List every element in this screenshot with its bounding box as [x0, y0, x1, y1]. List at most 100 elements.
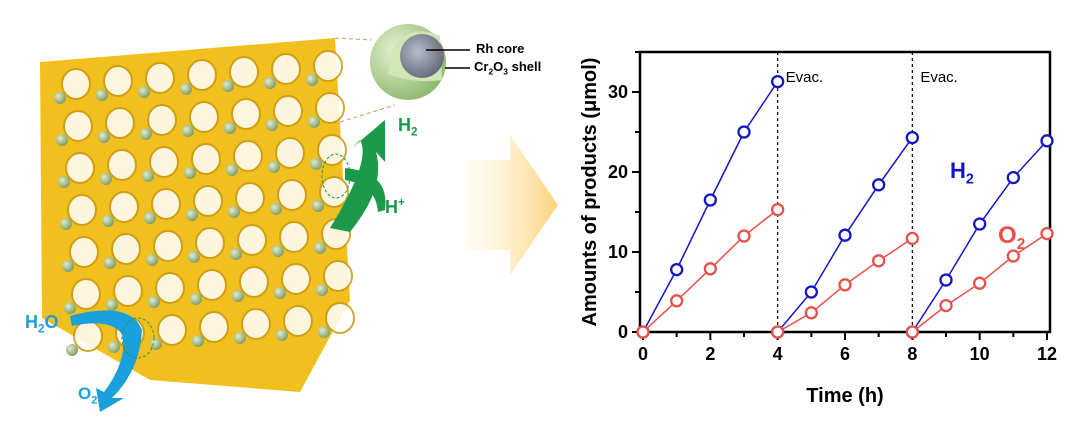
rh-cr2o3-nanoparticle: [224, 122, 236, 134]
data-point-O2: [771, 325, 785, 339]
rh-cr2o3-nanoparticle: [56, 134, 68, 146]
rh-cr2o3-nanoparticle: [140, 128, 152, 140]
rh-cr2o3-nanoparticle: [318, 326, 330, 338]
rh-cr2o3-nanoparticle: [234, 332, 246, 344]
data-point-H2: [838, 228, 852, 242]
lattice-pore: [317, 134, 347, 166]
x-tick-label: 4: [773, 344, 783, 364]
data-point-H2: [703, 193, 717, 207]
lattice-pore: [241, 308, 271, 340]
x-tick-label: 2: [705, 344, 715, 364]
x-tick-label: 10: [970, 344, 990, 364]
series-line-H2: [642, 81, 779, 333]
y-tick-label: 0: [618, 322, 628, 342]
rh-cr2o3-nanoparticle: [138, 86, 150, 98]
zoom-guide-line: [339, 104, 396, 123]
rh-cr2o3-nanoparticle: [264, 77, 276, 89]
y-tick-label: 10: [608, 242, 628, 262]
lattice-pore: [71, 278, 101, 310]
rh-cr2o3-nanoparticle: [180, 83, 192, 95]
y-tick-label: 30: [608, 82, 628, 102]
rh-cr2o3-nanoparticle: [188, 251, 200, 263]
water-oxidation-arrow: [70, 310, 142, 412]
data-point-O2: [838, 278, 852, 292]
lattice-pore: [63, 110, 93, 142]
rh-cr2o3-nanoparticle: [228, 206, 240, 218]
data-point-O2: [872, 254, 886, 268]
rh-cr2o3-nanoparticle: [272, 245, 284, 257]
rh-cr2o3-nanoparticle: [144, 212, 156, 224]
data-point-H2: [1006, 170, 1020, 185]
lattice-pore: [65, 152, 95, 184]
lattice-pore: [145, 62, 175, 94]
h2-product-label: H2: [398, 115, 418, 139]
data-point-O2: [905, 231, 919, 246]
lattice-pore: [105, 107, 135, 139]
lattice-pore: [109, 191, 139, 223]
lattice-pore: [275, 137, 305, 169]
lattice-pore: [315, 92, 345, 124]
rh-cr2o3-nanoparticle: [314, 242, 326, 254]
lattice-pore: [231, 98, 261, 130]
rh-cr2o3-nanoparticle: [192, 335, 204, 347]
lattice-pore: [151, 188, 181, 220]
rh-cr2o3-nanoparticle: [184, 167, 196, 179]
rh-cr2o3-nanoparticle: [108, 341, 120, 353]
lattice-pore: [233, 140, 263, 172]
series-line-H2: [911, 140, 1048, 333]
evacuation-label: Evac.: [786, 69, 824, 86]
data-point-O2: [737, 229, 751, 243]
rh-cr2o3-nanoparticle: [316, 284, 328, 296]
lattice-pore: [193, 185, 223, 217]
rh-cr2o3-nanoparticle: [106, 299, 118, 311]
rh-cr2o3-nanoparticle: [226, 164, 238, 176]
zoom-guide-line: [334, 37, 373, 41]
rh-cr2o3-nanoparticle: [310, 158, 322, 170]
lattice-pore: [157, 314, 187, 346]
lattice-pore: [283, 305, 313, 337]
lattice-pore: [67, 194, 97, 226]
data-point-H2: [939, 273, 953, 287]
rh-cr2o3-nanoparticle: [142, 170, 154, 182]
y-tick-label: 20: [608, 162, 628, 182]
data-point-O2: [670, 294, 684, 308]
data-point-H2: [872, 178, 886, 192]
lattice-pore: [325, 302, 355, 334]
rh-cr2o3-nanoparticle: [190, 293, 202, 305]
lattice-pore: [281, 263, 311, 295]
rh-cr2o3-nanoparticle: [64, 302, 76, 314]
data-point-O2: [636, 325, 650, 339]
x-tick-label: 12: [1037, 344, 1057, 364]
data-point-H2: [737, 125, 751, 139]
legend-h2: H2: [950, 158, 974, 188]
x-tick-label: 0: [638, 344, 648, 364]
x-axis-label: Time (h): [806, 385, 883, 407]
rh-cr2o3-nanoparticle: [62, 260, 74, 272]
lattice-pore: [323, 260, 353, 292]
transition-arrow: [465, 135, 558, 275]
data-point-H2: [973, 217, 987, 231]
lattice-pore: [313, 50, 343, 82]
lattice-pore: [107, 149, 137, 181]
rh-cr2o3-nanoparticle: [146, 254, 158, 266]
x-tick-label: 6: [840, 344, 850, 364]
data-point-O2: [1040, 226, 1054, 241]
data-point-H2: [771, 74, 785, 89]
rh-core: [400, 34, 444, 78]
lattice-pore: [197, 269, 227, 301]
rh-cr2o3-nanoparticle: [182, 125, 194, 137]
lattice-pore: [189, 101, 219, 133]
rh-cr2o3-nanoparticle: [266, 119, 278, 131]
lattice-pore: [229, 56, 259, 88]
lattice-pore: [277, 179, 307, 211]
rh-cr2o3-nanoparticle: [308, 116, 320, 128]
water-label: H2O: [25, 312, 59, 336]
lattice-pore: [187, 59, 217, 91]
rh-cr2o3-nanoparticle: [54, 92, 66, 104]
lattice-pore: [153, 230, 183, 262]
rh-cr2o3-nanoparticle: [276, 329, 288, 341]
rh-cr2o3-nanoparticle: [58, 176, 70, 188]
lattice-pore: [191, 143, 221, 175]
data-point-O2: [703, 262, 717, 276]
